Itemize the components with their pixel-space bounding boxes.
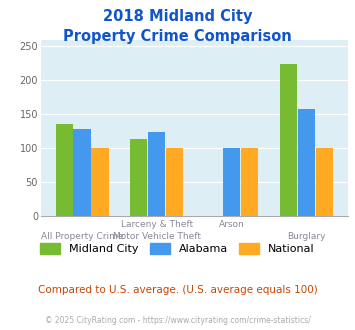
Bar: [92, 148, 109, 216]
Text: Arson: Arson: [219, 220, 245, 229]
Bar: [73, 129, 91, 216]
Bar: [148, 132, 165, 216]
Bar: [241, 148, 258, 216]
Text: Compared to U.S. average. (U.S. average equals 100): Compared to U.S. average. (U.S. average …: [38, 285, 317, 295]
Bar: [298, 109, 315, 216]
Text: © 2025 CityRating.com - https://www.cityrating.com/crime-statistics/: © 2025 CityRating.com - https://www.city…: [45, 316, 310, 325]
Legend: Midland City, Alabama, National: Midland City, Alabama, National: [36, 239, 319, 258]
Text: Property Crime Comparison: Property Crime Comparison: [63, 29, 292, 44]
Text: Motor Vehicle Theft: Motor Vehicle Theft: [113, 232, 201, 241]
Bar: [280, 64, 297, 216]
Text: 2018 Midland City: 2018 Midland City: [103, 9, 252, 24]
Bar: [316, 148, 333, 216]
Text: All Property Crime: All Property Crime: [41, 232, 123, 241]
Text: Larceny & Theft: Larceny & Theft: [121, 220, 193, 229]
Bar: [130, 139, 147, 216]
Bar: [55, 124, 72, 216]
Text: Burglary: Burglary: [288, 232, 326, 241]
Bar: [166, 148, 184, 216]
Bar: [223, 148, 240, 216]
